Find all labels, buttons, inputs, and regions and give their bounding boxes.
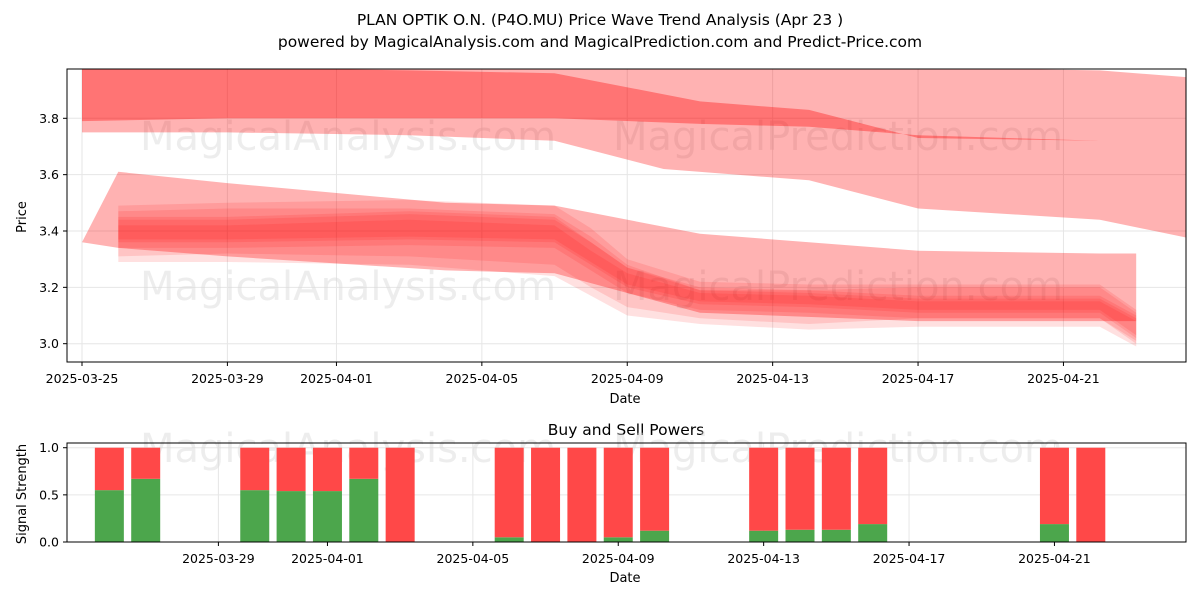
sell-bar	[1039, 447, 1069, 525]
buy-sell-plot: MagicalAnalysis.comMagicalPrediction.com…	[39, 426, 1187, 566]
price-x-tick-label: 2025-04-05	[446, 371, 519, 386]
price-wave-band	[118, 219, 1137, 347]
sell-bar	[131, 447, 161, 479]
price-y-tick-label: 3.6	[39, 167, 59, 182]
bar-y-tick-label: 1.0	[39, 440, 59, 455]
bar-y-axis-label: Signal Strength	[15, 444, 30, 544]
price-y-axis-label: Price	[15, 201, 30, 233]
sell-bar	[785, 447, 815, 530]
price-plot-frame	[66, 68, 1187, 363]
buy-bar	[494, 537, 524, 542]
sell-bar	[821, 447, 851, 530]
buy-bar	[858, 524, 888, 542]
sell-bar	[603, 447, 633, 538]
price-y-tick-label: 3.8	[39, 111, 59, 126]
price-wave-band	[118, 214, 1137, 353]
buy-bar	[131, 478, 161, 542]
price-bands	[82, 69, 1186, 353]
buy-bar	[640, 530, 670, 542]
price-x-tick-label: 2025-04-17	[882, 371, 955, 386]
bar-x-axis-label: Date	[609, 571, 640, 586]
sell-bar	[385, 447, 415, 542]
price-x-tick-label: 2025-04-09	[591, 371, 664, 386]
bar-plot-frame	[66, 442, 1187, 543]
price-y-tick-label: 3.4	[39, 223, 59, 238]
price-y-tick-label: 3.0	[39, 336, 59, 351]
sell-bar	[640, 447, 670, 531]
buy-bar	[821, 529, 851, 542]
sell-bar	[94, 447, 124, 491]
watermark-text: MagicalPrediction.com	[613, 114, 1063, 160]
price-y-tick-label: 3.2	[39, 280, 59, 295]
bar-y-tick-label: 0.5	[39, 487, 59, 502]
chart-title: PLAN OPTIK O.N. (P4O.MU) Price Wave Tren…	[357, 11, 843, 29]
price-wave-plot: MagicalAnalysis.com MagicalPrediction.com…	[39, 68, 1187, 386]
chart-subtitle: powered by MagicalAnalysis.com and Magic…	[278, 33, 922, 51]
price-wave-band	[118, 211, 1137, 344]
price-wave-band	[82, 69, 1173, 150]
buy-bar	[276, 491, 306, 542]
buy-bar	[749, 530, 779, 542]
bar-x-tick-label: 2025-04-01	[291, 551, 364, 566]
price-wave-band	[82, 171, 1137, 322]
buy-bar	[1039, 524, 1069, 542]
price-x-tick-label: 2025-03-29	[191, 371, 264, 386]
sell-bar	[494, 447, 524, 538]
sell-bar	[749, 447, 779, 531]
watermark-text: MagicalAnalysis.com	[140, 264, 556, 310]
price-wave-band	[118, 200, 1137, 353]
sell-bar	[312, 447, 342, 492]
buy-bar	[312, 491, 342, 542]
bar-x-tick-label: 2025-03-29	[182, 551, 255, 566]
watermark-text: MagicalAnalysis.com	[140, 114, 556, 160]
buy-bar	[785, 529, 815, 542]
price-x-tick-label: 2025-04-13	[736, 371, 809, 386]
buy-bar	[603, 537, 633, 542]
buy-bar	[349, 478, 379, 542]
buy-bar	[240, 490, 270, 542]
buy-bar	[94, 490, 124, 542]
bar-x-tick-label: 2025-04-13	[727, 551, 800, 566]
bar-x-tick-label: 2025-04-17	[873, 551, 946, 566]
sell-bar	[276, 447, 306, 492]
sell-bar	[858, 447, 888, 525]
bar-chart-title: Buy and Sell Powers	[548, 421, 705, 439]
sell-bar	[1076, 447, 1106, 542]
bar-x-tick-label: 2025-04-05	[437, 551, 510, 566]
sell-bar	[240, 447, 270, 491]
bar-x-tick-label: 2025-04-21	[1018, 551, 1091, 566]
watermark-text: MagicalAnalysis.com	[140, 426, 556, 472]
price-x-axis-label: Date	[609, 392, 640, 407]
price-wave-band	[82, 69, 1186, 238]
price-x-tick-label: 2025-04-21	[1027, 371, 1100, 386]
bar-y-tick-label: 0.0	[39, 535, 59, 550]
sell-bar	[349, 447, 379, 479]
sell-bar	[531, 447, 561, 542]
price-x-tick-label: 2025-04-01	[300, 371, 373, 386]
sell-bar	[567, 447, 597, 542]
watermark-text: MagicalPrediction.com	[613, 264, 1063, 310]
price-x-tick-label: 2025-03-25	[46, 371, 119, 386]
bar-x-tick-label: 2025-04-09	[582, 551, 655, 566]
price-wave-band	[118, 208, 1137, 347]
